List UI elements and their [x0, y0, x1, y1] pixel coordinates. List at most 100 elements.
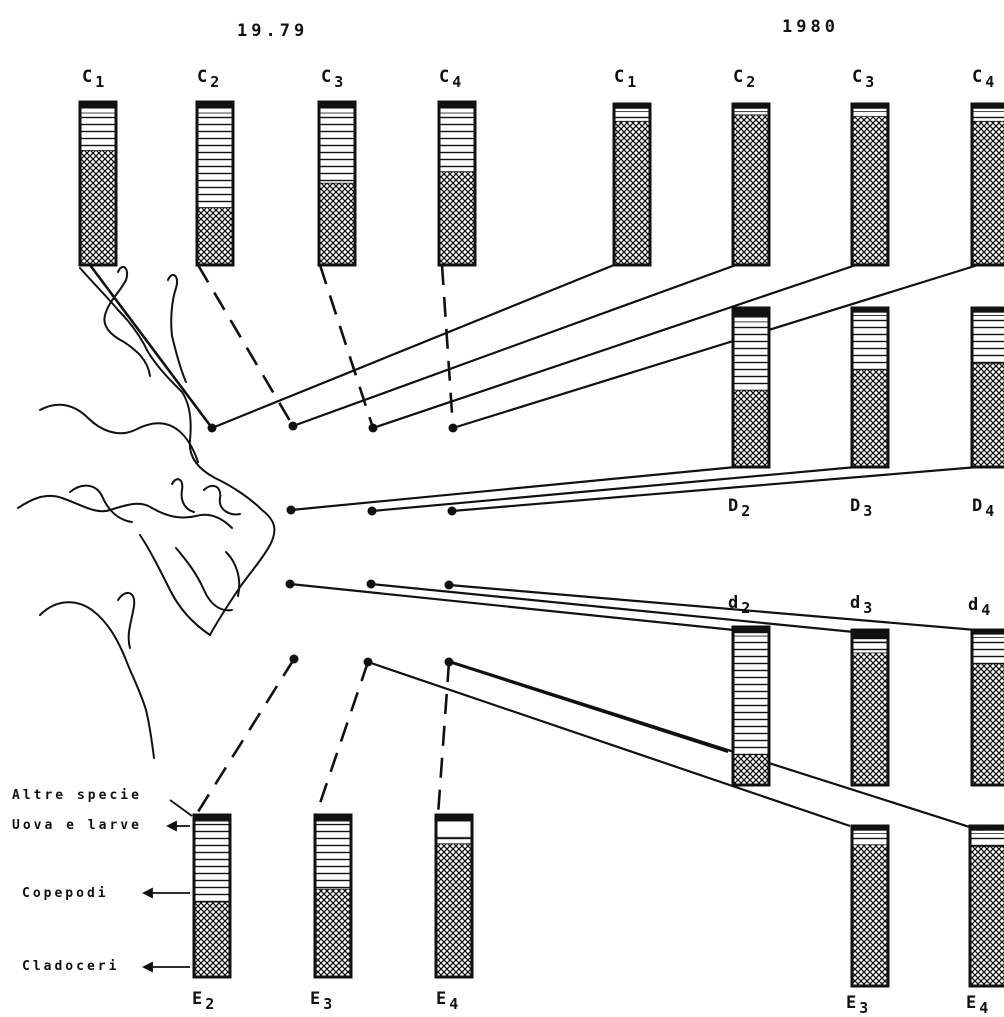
- segment-altre-specie: [439, 102, 475, 109]
- segment-altre-specie: [852, 104, 888, 109]
- station-letter: E: [436, 989, 446, 1009]
- segment-copepodi: [733, 636, 769, 755]
- segment-copepodi: [972, 637, 1004, 665]
- segment-cladoceri: [80, 150, 116, 265]
- connector-solid: [290, 465, 737, 512]
- legend-copepodi: Copepodi: [22, 886, 109, 901]
- segment-uova-larve: [972, 634, 1004, 638]
- station-index: 2: [741, 502, 750, 520]
- station-index: 4: [979, 999, 988, 1017]
- segment-uova-larve: [733, 317, 769, 323]
- segment-copepodi: [197, 113, 233, 208]
- segment-altre-specie: [733, 104, 769, 109]
- connector-solid: [452, 263, 979, 430]
- segment-uova-larve: [972, 312, 1004, 316]
- segment-altre-specie: [852, 630, 888, 640]
- segment-altre-specie: [80, 102, 116, 109]
- segment-cladoceri: [436, 844, 472, 977]
- legend-altre-specie: Altre specie: [12, 788, 142, 803]
- station-letter: C: [197, 67, 207, 87]
- segment-cladoceri: [852, 370, 888, 467]
- station-index: 2: [210, 73, 219, 91]
- segment-cladoceri: [972, 363, 1004, 467]
- station-index: 4: [985, 73, 994, 91]
- segment-copepodi: [852, 315, 888, 371]
- connector-dashed: [318, 264, 375, 429]
- year-label-1979: 19.79: [237, 21, 308, 41]
- station-letter: D: [850, 496, 860, 516]
- connector-solid: [211, 263, 615, 430]
- station-letter: C: [82, 67, 92, 87]
- segment-uova-larve: [194, 821, 230, 825]
- station-letter: C: [972, 67, 982, 87]
- station-index: 1: [627, 73, 636, 91]
- segment-copepodi: [315, 824, 351, 890]
- bar-outline: [970, 628, 1004, 787]
- bar-outline: [850, 628, 890, 787]
- connector-solid: [451, 660, 1004, 840]
- connector-solid: [370, 582, 855, 634]
- sampling-points: [207, 421, 458, 667]
- station-letter: C: [321, 67, 331, 87]
- connector-solid: [372, 263, 857, 430]
- segment-altre-specie: [852, 308, 888, 313]
- bar-outline: [437, 100, 477, 267]
- segment-uova-larve: [439, 108, 475, 114]
- segment-altre-specie: [614, 104, 650, 109]
- legend-arrow-head: [141, 887, 153, 899]
- segment-copepodi: [852, 834, 888, 846]
- station-letter: D: [728, 496, 738, 516]
- station-letter: E: [846, 993, 856, 1013]
- station-index: 4: [449, 995, 458, 1013]
- station-index: 3: [323, 995, 332, 1013]
- year-label-1980: 1980: [782, 17, 839, 37]
- station-letter: C: [614, 67, 624, 87]
- station-letter: d: [850, 593, 860, 613]
- station-letter: C: [439, 67, 449, 87]
- bar-outline: [78, 100, 118, 267]
- connector-dashed: [88, 264, 214, 429]
- segment-altre-specie: [319, 102, 355, 109]
- station-index: 3: [334, 73, 343, 91]
- station-letter: C: [852, 67, 862, 87]
- legend-cladoceri: Cladoceri: [22, 959, 119, 974]
- segment-cladoceri: [972, 121, 1004, 266]
- station-index: 2: [205, 995, 214, 1013]
- segment-uova-larve: [852, 108, 888, 113]
- segment-cladoceri: [315, 889, 351, 977]
- segment-cladoceri: [733, 754, 769, 785]
- connector-solid: [292, 263, 737, 428]
- segment-cladoceri: [972, 664, 1004, 785]
- segment-cladoceri: [852, 653, 888, 785]
- connector-solid: [289, 582, 735, 632]
- segment-altre-specie: [733, 308, 769, 318]
- bar-outline: [970, 102, 1004, 267]
- segment-uova-larve: [197, 108, 233, 114]
- segment-cladoceri: [733, 390, 769, 467]
- segment-uova-larve: [972, 108, 1004, 113]
- station-index: 4: [452, 73, 461, 91]
- connector-dashed: [314, 661, 370, 816]
